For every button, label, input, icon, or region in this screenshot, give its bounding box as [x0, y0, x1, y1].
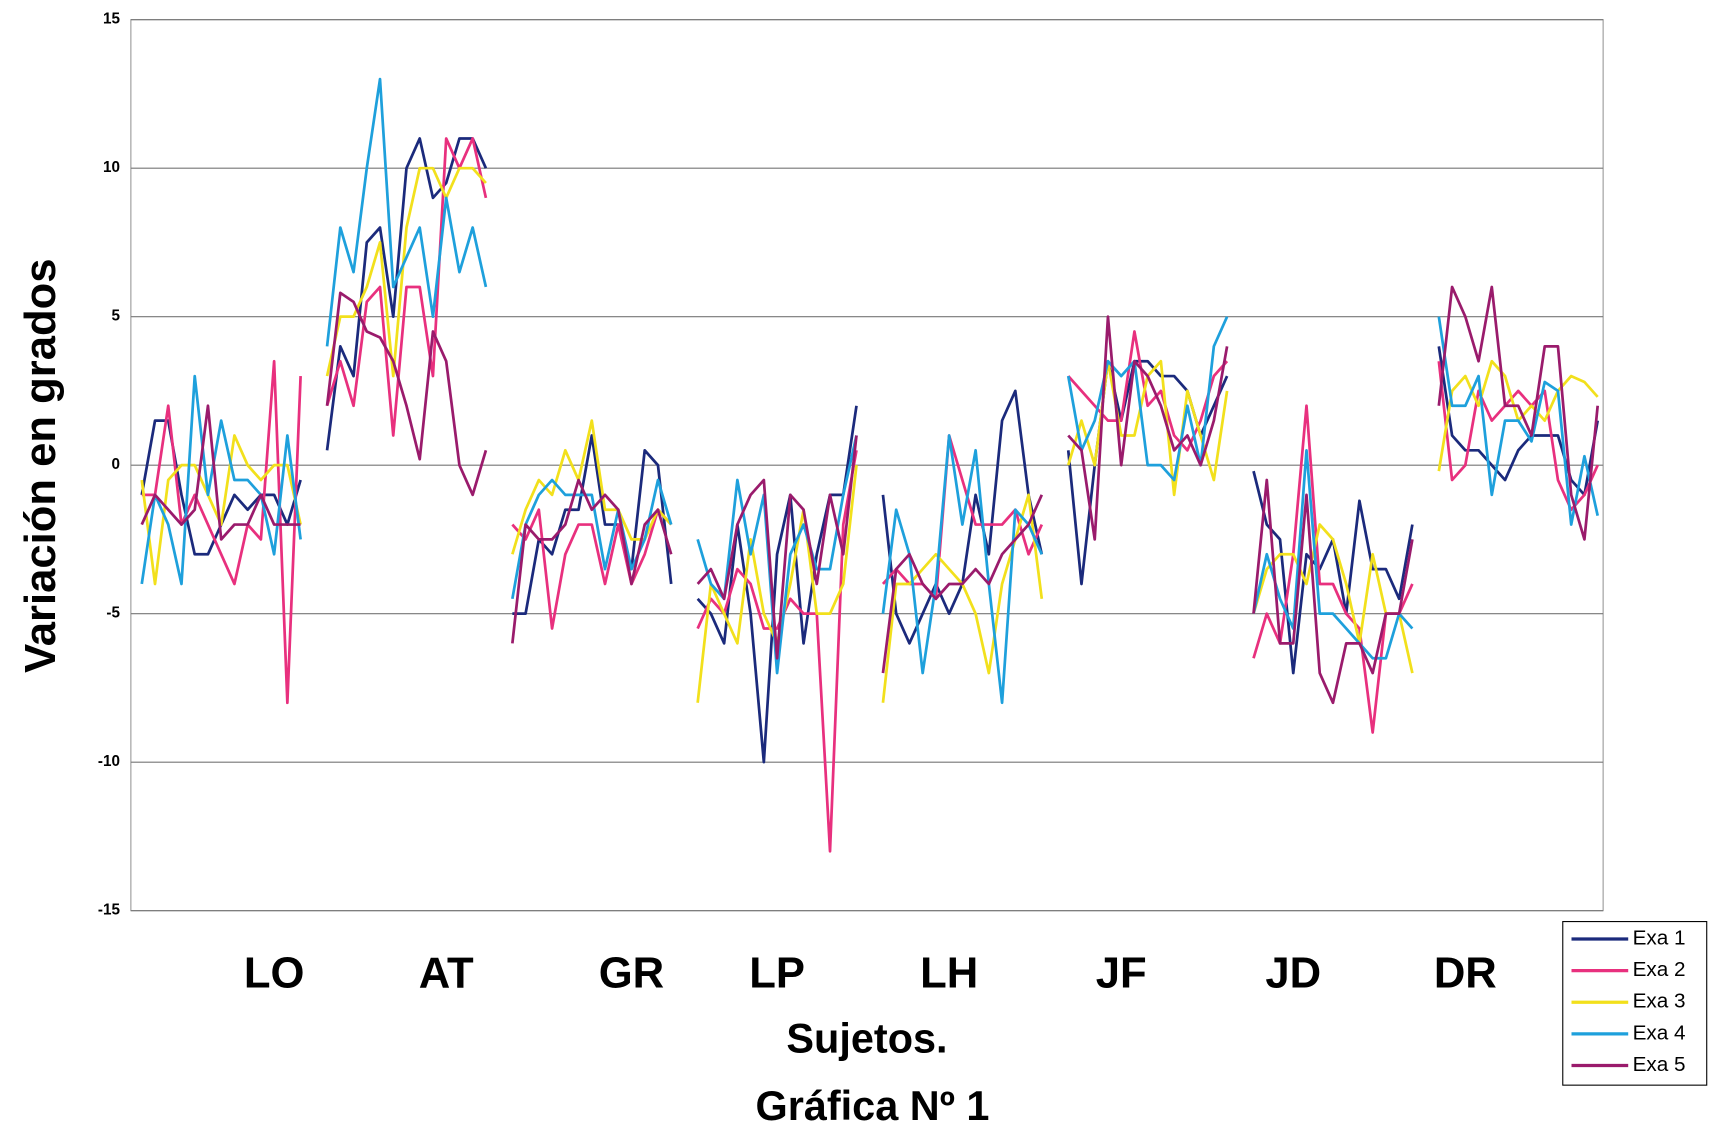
x-tick-label: LH	[920, 950, 978, 998]
legend-label: Exa 5	[1633, 1053, 1686, 1076]
legend-label: Exa 1	[1633, 926, 1686, 949]
legend-label: Exa 2	[1633, 958, 1686, 981]
caption: Gráfica Nº 1	[755, 1082, 989, 1129]
x-axis-label: Sujetos.	[786, 1014, 947, 1061]
y-tick-label: 15	[103, 11, 120, 28]
series-line	[140, 285, 1600, 705]
y-tick-label: 0	[111, 456, 119, 473]
legend-box	[1562, 921, 1708, 1086]
legend-label: Exa 3	[1633, 990, 1686, 1013]
x-tick-label: LO	[244, 950, 305, 998]
x-tick-label: LP	[749, 950, 805, 998]
y-tick-label: -15	[98, 902, 121, 919]
x-tick-label: AT	[419, 950, 474, 998]
y-tick-label: 5	[111, 308, 120, 325]
y-tick-label: -10	[98, 753, 120, 770]
x-tick-label: JD	[1265, 950, 1321, 998]
series-line	[141, 137, 1599, 853]
x-tick-label: JF	[1096, 950, 1147, 998]
y-tick-label: 10	[103, 159, 120, 176]
y-tick-label: -5	[106, 605, 120, 622]
x-tick-label: DR	[1434, 950, 1497, 998]
legend-label: Exa 4	[1633, 1021, 1686, 1044]
series-line	[140, 77, 1600, 705]
y-axis-label: Variación en grados	[17, 258, 65, 672]
series-line	[140, 166, 1599, 703]
x-tick-label: GR	[599, 950, 664, 998]
